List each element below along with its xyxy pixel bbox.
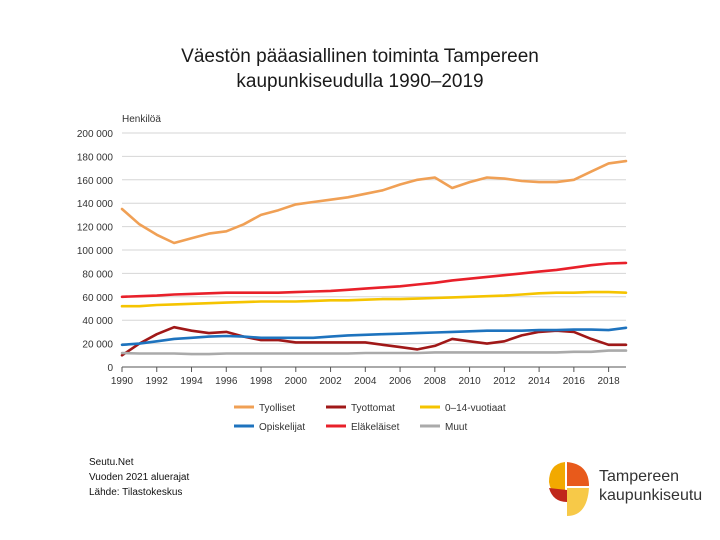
x-tick-label: 2002 [319,376,342,387]
y-tick-label: 200 000 [77,129,114,140]
y-axis-label: Henkilöä [122,114,161,125]
legend-label: 0–14-vuotiaat [445,403,506,414]
legend-label: Opiskelijat [259,422,305,433]
y-tick-label: 100 000 [77,246,114,257]
series-line-muut [120,349,628,356]
logo-mark-icon [549,462,589,516]
x-tick-label: 2016 [563,376,586,387]
series-line-0-14-vuotiaat [120,290,628,308]
series-line-opiskelijat [120,326,628,347]
slide-title-line-2: kaupunkiseudulla 1990–2019 [236,71,484,92]
x-tick-label: 1990 [111,376,134,387]
legend-label: Tyolliset [259,403,295,414]
x-tick-label: 2004 [354,376,377,387]
y-tick-label: 0 [107,363,113,374]
chart-grid [122,132,626,368]
series-line-tyolliset [120,159,628,245]
chart-axes: 0 20 000 40 000 60 000 80 000 100 000 120 000 1… [77,114,626,387]
chart-series [120,159,628,357]
y-tick-label: 40 000 [82,316,113,327]
x-tick-label: 1994 [180,376,203,387]
chart-legend: Tyolliset Tyottomat 0–14-vuotiaat Opiskelij… [234,403,506,433]
x-tick-label: 2008 [424,376,447,387]
x-tick-label: 2014 [528,376,551,387]
source-line-1: Seutu.Net [89,457,134,468]
x-tick-label: 2000 [285,376,308,387]
y-tick-label: 80 000 [82,269,113,280]
x-tick-label: 2018 [597,376,620,387]
legend-label: Eläkeläiset [351,422,400,433]
slide-title: Väestön pääasiallinen toiminta Tampereen… [0,44,720,94]
line-chart: 0 20 000 40 000 60 000 80 000 100 000 120 000 1… [77,114,628,433]
x-tick-label: 2006 [389,376,412,387]
source-note: Seutu.Net Vuoden 2021 aluerajat Lähde: T… [89,455,189,500]
logo-text-line-1: Tampereen [599,468,680,485]
y-tick-label: 180 000 [77,152,114,163]
x-tick-label: 2012 [493,376,516,387]
slide-title-line-1: Väestön pääasiallinen toiminta Tampereen [181,46,539,67]
tampereen-kaupunkiseutu-logo: Tampereen kaupunkiseutu [543,458,713,520]
x-tick-label: 1998 [250,376,273,387]
y-tick-label: 160 000 [77,176,114,187]
legend-label: Muut [445,422,467,433]
legend-label: Tyottomat [351,403,395,414]
source-line-2: Vuoden 2021 aluerajat [89,472,190,483]
series-line-eläkeläiset [120,261,628,299]
x-tick-label: 1992 [146,376,169,387]
x-tick-label: 1996 [215,376,238,387]
series-line-tyottomat [120,325,628,357]
y-tick-label: 60 000 [82,293,113,304]
logo-text-line-2: kaupunkiseutu [599,487,703,504]
y-tick-label: 120 000 [77,223,114,234]
source-line-3: Lähde: Tilastokeskus [89,487,183,498]
y-tick-label: 20 000 [82,340,113,351]
y-tick-label: 140 000 [77,199,114,210]
x-tick-label: 2010 [458,376,481,387]
